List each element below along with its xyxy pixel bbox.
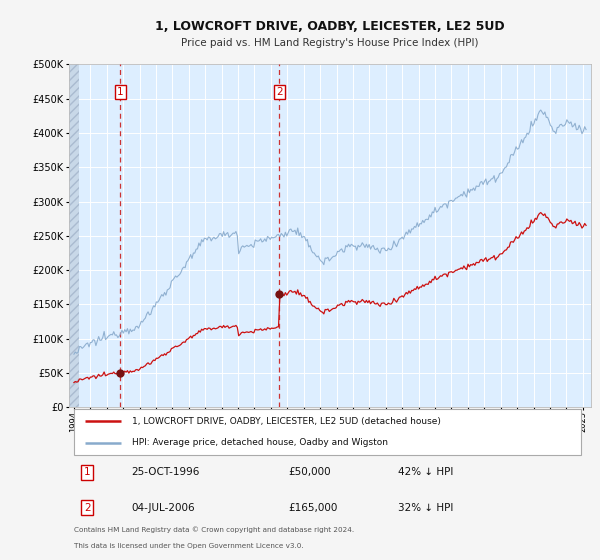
Text: £165,000: £165,000 [288,503,338,512]
Text: 1, LOWCROFT DRIVE, OADBY, LEICESTER, LE2 5UD: 1, LOWCROFT DRIVE, OADBY, LEICESTER, LE2… [155,20,505,34]
Text: 25-OCT-1996: 25-OCT-1996 [131,468,200,478]
Text: This data is licensed under the Open Government Licence v3.0.: This data is licensed under the Open Gov… [74,543,304,549]
Text: 1: 1 [84,468,91,478]
Text: 2: 2 [276,87,283,97]
Text: 2: 2 [84,503,91,512]
FancyBboxPatch shape [74,409,581,455]
Text: 1, LOWCROFT DRIVE, OADBY, LEICESTER, LE2 5UD (detached house): 1, LOWCROFT DRIVE, OADBY, LEICESTER, LE2… [131,417,440,426]
Text: 42% ↓ HPI: 42% ↓ HPI [398,468,453,478]
Text: HPI: Average price, detached house, Oadby and Wigston: HPI: Average price, detached house, Oadb… [131,438,388,447]
Text: 04-JUL-2006: 04-JUL-2006 [131,503,195,512]
Text: 32% ↓ HPI: 32% ↓ HPI [398,503,453,512]
Text: £50,000: £50,000 [288,468,331,478]
Text: Price paid vs. HM Land Registry's House Price Index (HPI): Price paid vs. HM Land Registry's House … [181,38,479,48]
Text: 1: 1 [117,87,124,97]
Text: Contains HM Land Registry data © Crown copyright and database right 2024.: Contains HM Land Registry data © Crown c… [74,526,355,533]
Bar [69,64,79,407]
